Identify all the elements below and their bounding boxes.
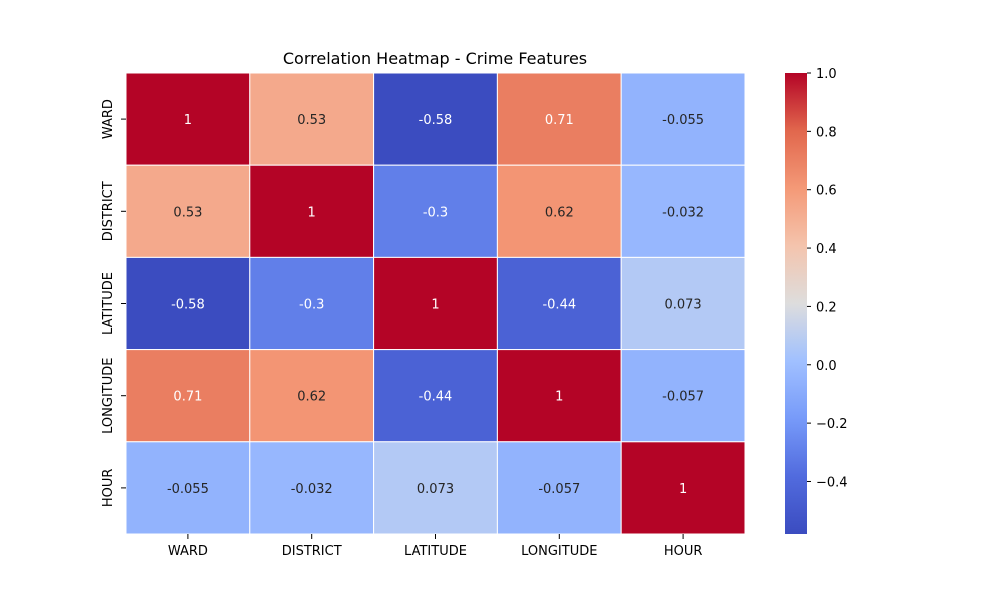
- heatmap-cell: [249, 441, 375, 535]
- y-tick-label: HOUR: [101, 469, 116, 508]
- cell-annotation: 0.62: [545, 205, 574, 220]
- cell-annotation: 0.62: [297, 390, 326, 405]
- x-tick-label: DISTRICT: [282, 544, 342, 559]
- colorbar-tick-label: 0.6: [816, 184, 837, 199]
- heatmap-cell: [249, 256, 375, 351]
- heatmap-cell: [373, 441, 498, 535]
- y-tick-label: WARD: [101, 99, 116, 139]
- heatmap-cell: [373, 72, 498, 166]
- cell-annotation: -0.057: [662, 390, 704, 405]
- cell-annotation: 1: [308, 205, 316, 220]
- x-tick-label: LONGITUDE: [521, 544, 597, 559]
- heatmap-cell: [249, 72, 375, 166]
- heatmap-cell: [620, 72, 746, 166]
- cell-annotation: -0.58: [419, 113, 453, 128]
- cell-annotation: 0.53: [297, 113, 326, 128]
- heatmap-cell: [373, 164, 498, 258]
- colorbar: 1.0 0.8 0.6 0.4 0.2 0.0 −0.2 −0.4: [785, 67, 848, 534]
- heatmap-cell: [373, 256, 498, 351]
- heatmap-annotations: 1 0.53 -0.58 0.71 -0.055 0.53 1 -0.3 0.62 -0.032 -…: [167, 113, 704, 497]
- cell-annotation: -0.44: [419, 390, 453, 405]
- colorbar-gradient: [785, 73, 807, 534]
- y-tick-label: LATITUDE: [101, 272, 116, 335]
- heatmap-cell: [125, 164, 251, 258]
- y-tick-label: DISTRICT: [101, 181, 116, 241]
- heatmap-cell: [125, 72, 251, 166]
- colorbar-tick-label: −0.2: [816, 417, 848, 432]
- cell-annotation: -0.055: [167, 482, 209, 497]
- heatmap-cell: [620, 441, 746, 535]
- cell-annotation: -0.44: [542, 298, 576, 313]
- cell-annotation: 1: [555, 390, 563, 405]
- colorbar-tick-label: 0.0: [816, 359, 837, 374]
- cell-annotation: -0.032: [662, 205, 704, 220]
- cell-annotation: 1: [431, 298, 439, 313]
- heatmap-cell: [620, 256, 746, 351]
- cell-annotation: 1: [679, 482, 687, 497]
- heatmap-cell: [620, 164, 746, 258]
- colorbar-tick-label: 0.8: [816, 125, 837, 140]
- colorbar-tick-label: 0.2: [816, 300, 837, 315]
- cell-annotation: -0.032: [291, 482, 333, 497]
- cell-annotation: 0.073: [417, 482, 454, 497]
- cell-annotation: -0.58: [171, 298, 205, 313]
- cell-annotation: 0.71: [545, 113, 574, 128]
- cell-annotation: -0.055: [662, 113, 704, 128]
- cell-annotation: -0.057: [538, 482, 580, 497]
- y-tick-label: LONGITUDE: [101, 358, 116, 434]
- y-axis: WARD DISTRICT LATITUDE LONGITUDE HOUR: [101, 99, 126, 507]
- colorbar-tick-label: −0.4: [816, 475, 848, 490]
- heatmap-cell: [620, 349, 746, 443]
- cell-annotation: 0.71: [173, 390, 202, 405]
- chart-title: Correlation Heatmap - Crime Features: [283, 49, 587, 68]
- heatmap-cell: [496, 72, 622, 166]
- x-tick-label: HOUR: [664, 544, 703, 559]
- colorbar-tick-label: 0.4: [816, 242, 837, 257]
- cell-annotation: 0.073: [664, 298, 701, 313]
- x-tick-label: LATITUDE: [404, 544, 467, 559]
- x-tick-label: WARD: [168, 544, 208, 559]
- colorbar-tick-label: 1.0: [816, 67, 837, 82]
- heatmap-cell: [125, 441, 251, 535]
- cell-annotation: 1: [184, 113, 192, 128]
- heatmap-cells: [125, 72, 746, 535]
- heatmap-cell: [373, 349, 498, 443]
- heatmap-cell: [496, 349, 622, 443]
- x-axis: WARD DISTRICT LATITUDE LONGITUDE HOUR: [168, 534, 703, 559]
- cell-annotation: 0.53: [173, 205, 202, 220]
- cell-annotation: -0.3: [423, 205, 448, 220]
- cell-annotation: -0.3: [299, 298, 324, 313]
- heatmap-cell: [496, 256, 622, 351]
- heatmap-cell: [249, 349, 375, 443]
